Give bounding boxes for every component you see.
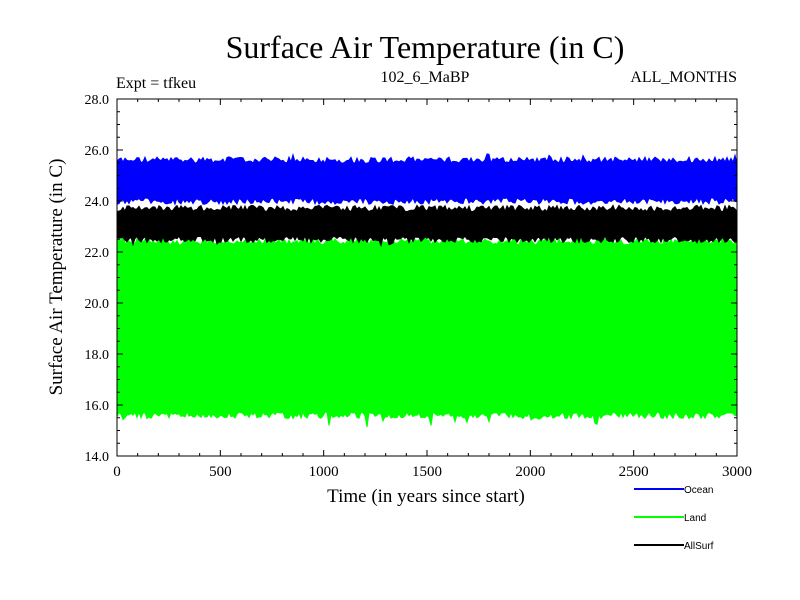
months-label: ALL_MONTHS	[630, 69, 737, 86]
y-tick-label: 28.0	[85, 93, 110, 108]
y-tick-label: 16.0	[85, 399, 110, 414]
legend: Ocean Land AllSurf	[634, 485, 714, 552]
x-tick-label: 2500	[619, 464, 649, 480]
y-tick-label: 22.0	[85, 246, 110, 261]
x-tick-label: 500	[209, 464, 232, 480]
y-tick-label: 26.0	[85, 144, 110, 159]
legend-label-ocean: Ocean	[684, 485, 713, 496]
x-tick-label: 2000	[515, 464, 545, 480]
plot-frame	[116, 98, 738, 457]
series-layer	[116, 152, 738, 428]
legend-label-allsurf: AllSurf	[684, 541, 714, 552]
series-ocean	[116, 152, 738, 206]
x-tick-label: 1000	[309, 464, 339, 480]
x-axis-label: Time (in years since start)	[327, 486, 525, 507]
y-tick-label: 24.0	[85, 195, 110, 210]
experiment-label: Expt = tfkeu	[116, 75, 196, 92]
series-land	[116, 227, 738, 428]
x-tick-label: 1500	[412, 464, 442, 480]
axis-layer: 0 500 1000 1500 2000 2500 3000 14.0 16.0 18.0 20.0…	[85, 93, 753, 480]
y-tick-label: 20.0	[85, 297, 110, 312]
chart-title: Surface Air Temperature (in C)	[226, 29, 625, 65]
x-tick-label: 3000	[722, 464, 752, 480]
legend-label-land: Land	[684, 513, 706, 524]
y-tick-label: 18.0	[85, 348, 110, 363]
x-tick-label: 0	[113, 464, 121, 480]
period-label: 102_6_MaBP	[381, 69, 470, 86]
y-tick-label: 14.0	[85, 450, 110, 465]
y-axis-label: Surface Air Temperature (in C)	[46, 159, 67, 396]
